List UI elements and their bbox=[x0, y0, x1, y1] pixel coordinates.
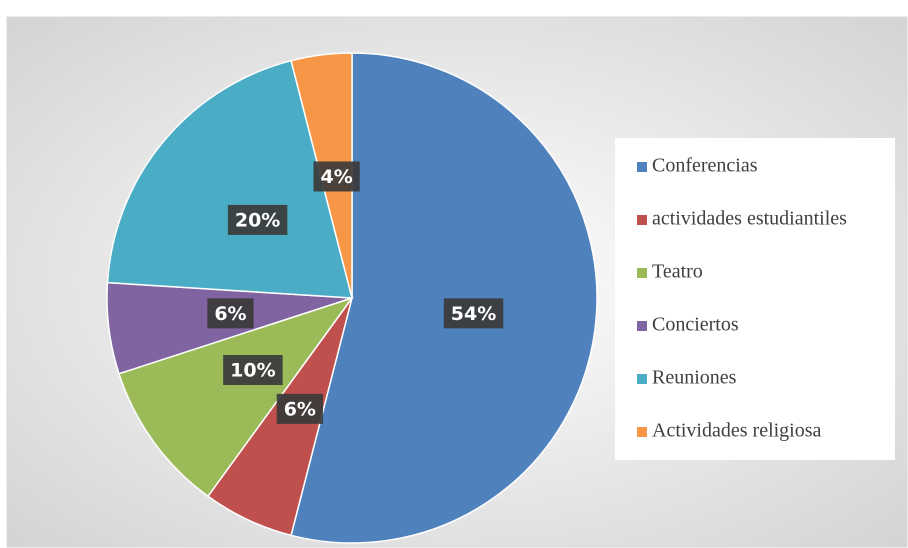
pie-slice bbox=[118, 296, 354, 498]
data-label-box bbox=[227, 204, 288, 235]
legend-label: Conciertos bbox=[652, 314, 739, 336]
data-label: 54% bbox=[451, 303, 496, 325]
data-label: 10% bbox=[230, 360, 275, 382]
legend-label: Reuniones bbox=[652, 367, 737, 389]
pie-slice bbox=[290, 52, 598, 544]
legend-label: actividades estudiantiles bbox=[652, 208, 847, 230]
legend-box bbox=[615, 138, 895, 460]
data-label: 4% bbox=[321, 166, 353, 188]
data-label-box bbox=[443, 298, 504, 329]
legend-label: Conferencias bbox=[652, 155, 758, 177]
legend-marker bbox=[637, 162, 647, 172]
legend-marker bbox=[637, 215, 647, 225]
legend-label: Teatro bbox=[652, 261, 703, 283]
legend-marker bbox=[637, 427, 647, 437]
data-label-box bbox=[223, 355, 283, 386]
legend-marker bbox=[637, 268, 647, 278]
pie-slice bbox=[106, 59, 353, 299]
data-label-box bbox=[276, 393, 323, 424]
legend-label: Actividades religiosa bbox=[652, 420, 822, 442]
data-label: 20% bbox=[235, 209, 280, 231]
legend-marker bbox=[637, 321, 647, 331]
legend-marker bbox=[637, 374, 647, 384]
data-label: 6% bbox=[284, 398, 316, 420]
data-label: 6% bbox=[214, 303, 246, 325]
data-label-box bbox=[207, 298, 254, 329]
data-label-box bbox=[313, 161, 360, 192]
